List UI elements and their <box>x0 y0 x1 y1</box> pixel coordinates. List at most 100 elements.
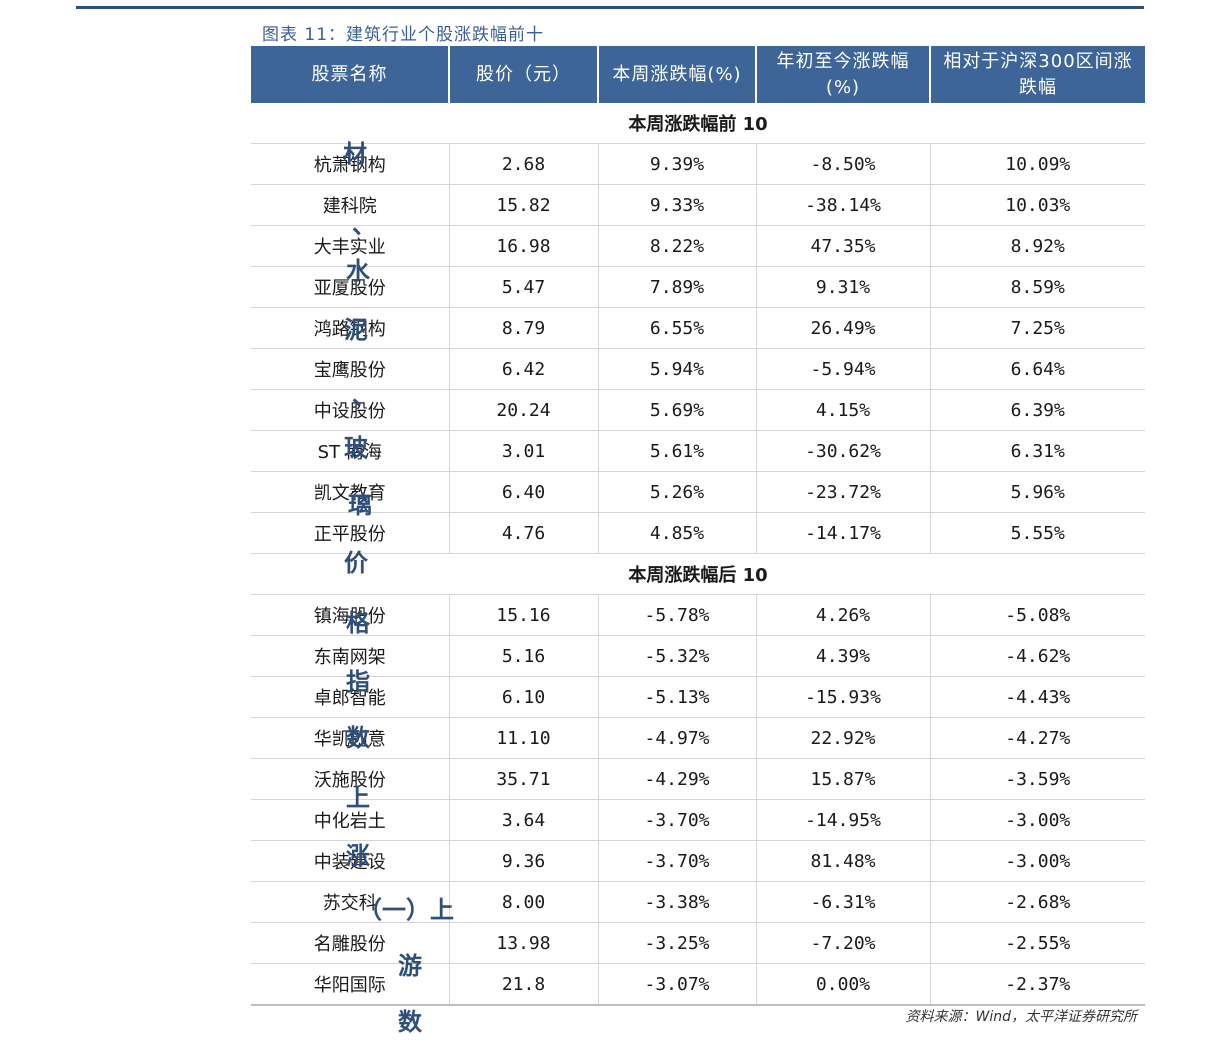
cell-relative-change: -2.37% <box>929 963 1145 1006</box>
overlay-char: 上 <box>346 783 370 812</box>
cell-ytd-change: -14.95% <box>755 799 930 841</box>
table-row: 华凯创意 11.10 -4.97% 22.92% -4.27% <box>251 717 1145 759</box>
overlay-char: 数 <box>346 723 370 752</box>
overlay-char: 玻 <box>344 433 368 462</box>
cell-stock-name: 卓郎智能 <box>251 676 449 718</box>
cell-relative-change: -3.00% <box>929 799 1145 841</box>
cell-price: 15.16 <box>448 594 598 636</box>
cell-ytd-change: 0.00% <box>755 963 930 1006</box>
cell-price: 4.76 <box>448 512 598 554</box>
cell-ytd-change: -8.50% <box>755 143 930 185</box>
cell-stock-name: 沃施股份 <box>251 758 449 800</box>
cell-relative-change: 8.92% <box>929 225 1145 267</box>
cell-price: 16.98 <box>448 225 598 267</box>
cell-ytd-change: 22.92% <box>755 717 930 759</box>
table-row: 名雕股份 13.98 -3.25% -7.20% -2.55% <box>251 922 1145 964</box>
overlay-char: 价 <box>344 548 368 577</box>
cell-weekly-change: 9.33% <box>597 184 756 226</box>
cell-relative-change: -3.00% <box>929 840 1145 882</box>
cell-price: 11.10 <box>448 717 598 759</box>
cell-weekly-change: 5.26% <box>597 471 756 513</box>
cell-price: 13.98 <box>448 922 598 964</box>
cell-ytd-change: -15.93% <box>755 676 930 718</box>
cell-price: 2.68 <box>448 143 598 185</box>
cell-price: 35.71 <box>448 758 598 800</box>
cell-stock-name: 宝鹰股份 <box>251 348 449 390</box>
cell-weekly-change: 6.55% <box>597 307 756 349</box>
table-row: 正平股份 4.76 4.85% -14.17% 5.55% <box>251 512 1145 554</box>
cell-ytd-change: 47.35% <box>755 225 930 267</box>
cell-price: 15.82 <box>448 184 598 226</box>
cell-price: 6.10 <box>448 676 598 718</box>
cell-relative-change: -4.43% <box>929 676 1145 718</box>
cell-stock-name: 中装建设 <box>251 840 449 882</box>
cell-weekly-change: -4.29% <box>597 758 756 800</box>
cell-stock-name: 东南网架 <box>251 635 449 677</box>
table-row: 东南网架 5.16 -5.32% 4.39% -4.62% <box>251 635 1145 677</box>
cell-stock-name: 建科院 <box>251 184 449 226</box>
overlay-char: 游 <box>398 951 422 980</box>
cell-weekly-change: 5.69% <box>597 389 756 431</box>
cell-price: 20.24 <box>448 389 598 431</box>
cell-stock-name: 杭萧钢构 <box>251 143 449 185</box>
table-row: 建科院 15.82 9.33% -38.14% 10.03% <box>251 184 1145 226</box>
table-row: 鸿路钢构 8.79 6.55% 26.49% 7.25% <box>251 307 1145 349</box>
cell-relative-change: -5.08% <box>929 594 1145 636</box>
cell-relative-change: 6.39% <box>929 389 1145 431</box>
cell-ytd-change: 26.49% <box>755 307 930 349</box>
source-note: 资料来源：Wind，太平洋证券研究所 <box>905 1009 1138 1025</box>
cell-price: 8.79 <box>448 307 598 349</box>
cell-stock-name: 苏交科 <box>251 881 449 923</box>
cell-weekly-change: 5.61% <box>597 430 756 472</box>
overlay-char: （一）上 <box>358 895 454 924</box>
cell-ytd-change: 9.31% <box>755 266 930 308</box>
overlay-char: 、 <box>352 381 376 410</box>
cell-relative-change: 10.09% <box>929 143 1145 185</box>
header-ytd-change: 年初至今涨跌幅(%) <box>755 46 930 103</box>
cell-relative-change: -4.27% <box>929 717 1145 759</box>
cell-relative-change: 6.31% <box>929 430 1145 472</box>
cell-weekly-change: 7.89% <box>597 266 756 308</box>
cell-weekly-change: 5.94% <box>597 348 756 390</box>
table-header-row: 股票名称 股价（元） 本周涨跌幅(%) 年初至今涨跌幅(%) 相对于沪深300区… <box>251 46 1145 103</box>
table-caption: 图表 11：建筑行业个股涨跌幅前十 <box>262 25 545 45</box>
cell-weekly-change: -5.32% <box>597 635 756 677</box>
cell-weekly-change: -5.13% <box>597 676 756 718</box>
header-relative-hs300: 相对于沪深300区间涨跌幅 <box>929 46 1145 103</box>
cell-weekly-change: 8.22% <box>597 225 756 267</box>
cell-stock-name: 中设股份 <box>251 389 449 431</box>
overlay-char: 、 <box>352 210 376 239</box>
cell-weekly-change: -3.70% <box>597 799 756 841</box>
table-row: 中化岩土 3.64 -3.70% -14.95% -3.00% <box>251 799 1145 841</box>
overlay-char: 指 <box>346 667 370 696</box>
header-stock-name: 股票名称 <box>251 46 449 103</box>
table-row: 镇海股份 15.16 -5.78% 4.26% -5.08% <box>251 594 1145 636</box>
cell-price: 3.64 <box>448 799 598 841</box>
header-weekly-change: 本周涨跌幅(%) <box>597 46 756 103</box>
header-price: 股价（元） <box>448 46 598 103</box>
cell-stock-name: 亚厦股份 <box>251 266 449 308</box>
cell-ytd-change: -38.14% <box>755 184 930 226</box>
table-row: 中设股份 20.24 5.69% 4.15% 6.39% <box>251 389 1145 431</box>
section-title: 本周涨跌幅前 10 <box>251 103 1145 144</box>
cell-weekly-change: 9.39% <box>597 143 756 185</box>
overlay-char: 材 <box>343 139 367 168</box>
cell-price: 21.8 <box>448 963 598 1006</box>
section-header-row: 本周涨跌幅前 10 <box>251 103 1145 144</box>
table-row: 宝鹰股份 6.42 5.94% -5.94% 6.64% <box>251 348 1145 390</box>
table-row: 凯文教育 6.40 5.26% -23.72% 5.96% <box>251 471 1145 513</box>
cell-weekly-change: -3.38% <box>597 881 756 923</box>
cell-relative-change: 5.55% <box>929 512 1145 554</box>
table-row: 中装建设 9.36 -3.70% 81.48% -3.00% <box>251 840 1145 882</box>
cell-relative-change: 7.25% <box>929 307 1145 349</box>
section-title: 本周涨跌幅后 10 <box>251 553 1145 595</box>
cell-ytd-change: -23.72% <box>755 471 930 513</box>
overlay-char: 涨 <box>346 841 370 870</box>
stock-performance-table: 股票名称 股价（元） 本周涨跌幅(%) 年初至今涨跌幅(%) 相对于沪深300区… <box>251 46 1145 1006</box>
cell-weekly-change: -3.70% <box>597 840 756 882</box>
overlay-char: 格 <box>346 608 370 637</box>
cell-ytd-change: -14.17% <box>755 512 930 554</box>
cell-price: 6.42 <box>448 348 598 390</box>
cell-weekly-change: -3.25% <box>597 922 756 964</box>
cell-stock-name: 华阳国际 <box>251 963 449 1006</box>
